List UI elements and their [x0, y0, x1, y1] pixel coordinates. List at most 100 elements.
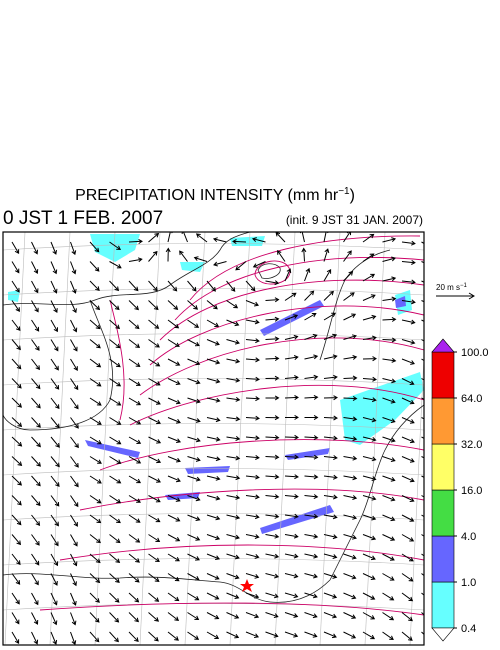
wind-arrow [109, 573, 120, 583]
wind-field [11, 232, 424, 645]
wind-arrow [206, 553, 221, 560]
wind-arrow [128, 436, 142, 444]
wind-arrow [362, 534, 377, 541]
meridian [274, 232, 296, 645]
wind-arrow [226, 573, 240, 580]
wind-arrow [167, 300, 179, 310]
meridian [139, 232, 161, 645]
wind-arrow [382, 378, 397, 384]
wind-arrow [31, 397, 41, 409]
lake [257, 263, 281, 279]
map [2, 231, 425, 646]
wind-arrow [109, 319, 121, 330]
wind-arrow [89, 514, 102, 524]
wind-arrow [421, 378, 424, 381]
wind-arrow [167, 514, 181, 522]
wind-arrow [323, 290, 334, 301]
wind-arrow [206, 534, 221, 541]
wind-arrow [362, 314, 377, 321]
wind-arrow [11, 300, 20, 313]
wind-arrow [109, 417, 122, 425]
wind-arrow [187, 319, 200, 328]
colorbar-label: 64.0 [461, 393, 482, 405]
wind-arrow [89, 378, 102, 387]
wind-arrow [232, 239, 247, 245]
wind-arrow [109, 534, 121, 544]
colorbar-label: 16.0 [461, 485, 482, 497]
wind-arrow [187, 417, 201, 423]
wind-arrow [343, 436, 358, 442]
wind-arrow [245, 592, 260, 599]
parallel [3, 558, 424, 566]
color-band [431, 397, 455, 445]
wind-arrow [167, 232, 173, 243]
wind-arrow [50, 534, 59, 547]
map-content [3, 232, 424, 645]
wind-arrow [343, 313, 357, 321]
wind-arrow [50, 612, 58, 626]
wind-arrow [421, 631, 424, 636]
wind-arrow [89, 339, 101, 349]
wind-arrow [206, 280, 216, 292]
wind-arrow [148, 417, 161, 425]
wind-arrow [401, 612, 413, 622]
wind-arrow [401, 495, 415, 502]
wind-arrow [343, 355, 358, 360]
wind-arrow [304, 631, 318, 638]
wind-arrow [323, 374, 338, 380]
wind-arrow [304, 435, 319, 441]
wind-arrow [421, 553, 424, 557]
isobar [149, 305, 424, 366]
precip-area [395, 296, 406, 308]
wind-arrow [50, 339, 59, 352]
wind-arrow [128, 475, 142, 484]
wind-arrow [11, 397, 22, 408]
colorbar-over [431, 338, 455, 353]
wind-arrow [265, 434, 280, 440]
wind-arrow [323, 395, 338, 401]
wind-arrow [362, 294, 376, 301]
wind-arrow [251, 237, 266, 243]
wind-arrow [89, 261, 100, 272]
wind-arrow [265, 415, 280, 421]
wind-arrow [304, 333, 318, 340]
wind-arrow [89, 592, 100, 603]
wind-arrow [167, 631, 179, 641]
wind-arrow [401, 397, 415, 405]
wind-arrow [109, 456, 122, 464]
wind-arrow [128, 239, 143, 245]
wind-arrow [109, 280, 120, 292]
wind-arrow [148, 456, 162, 464]
wind-arrow [50, 495, 60, 507]
wind-arrow [245, 415, 260, 421]
wind-arrow [206, 358, 221, 365]
wind-arrow [89, 456, 102, 464]
wind-arrow [187, 553, 200, 561]
wind-arrow [167, 339, 180, 347]
wind-arrow [343, 573, 357, 580]
location-marker [240, 579, 254, 592]
wind-arrow [265, 356, 280, 362]
meridian [319, 232, 341, 645]
wind-arrow [401, 534, 415, 542]
wind-scale-label: 20 m s−1 [436, 283, 468, 292]
wind-arrow [109, 358, 121, 368]
wind-arrow [50, 280, 58, 294]
wind-arrow [70, 475, 79, 488]
precip-area [285, 448, 330, 460]
wind-arrow [421, 339, 424, 342]
wind-arrow [167, 475, 181, 483]
wind-arrow [382, 316, 397, 322]
wind-arrow [284, 268, 292, 282]
wind-arrow [343, 534, 357, 540]
wind-arrow [89, 280, 100, 291]
wind-arrow [382, 456, 396, 462]
wind-arrow [31, 261, 39, 274]
wind-arrow [89, 534, 101, 544]
wind-arrow [70, 534, 78, 547]
wind-arrow [226, 475, 241, 481]
wind-arrow [284, 573, 299, 579]
colorbar-label: 100.0 [461, 347, 489, 359]
wind-arrow [187, 475, 201, 482]
wind-arrow [304, 474, 319, 480]
